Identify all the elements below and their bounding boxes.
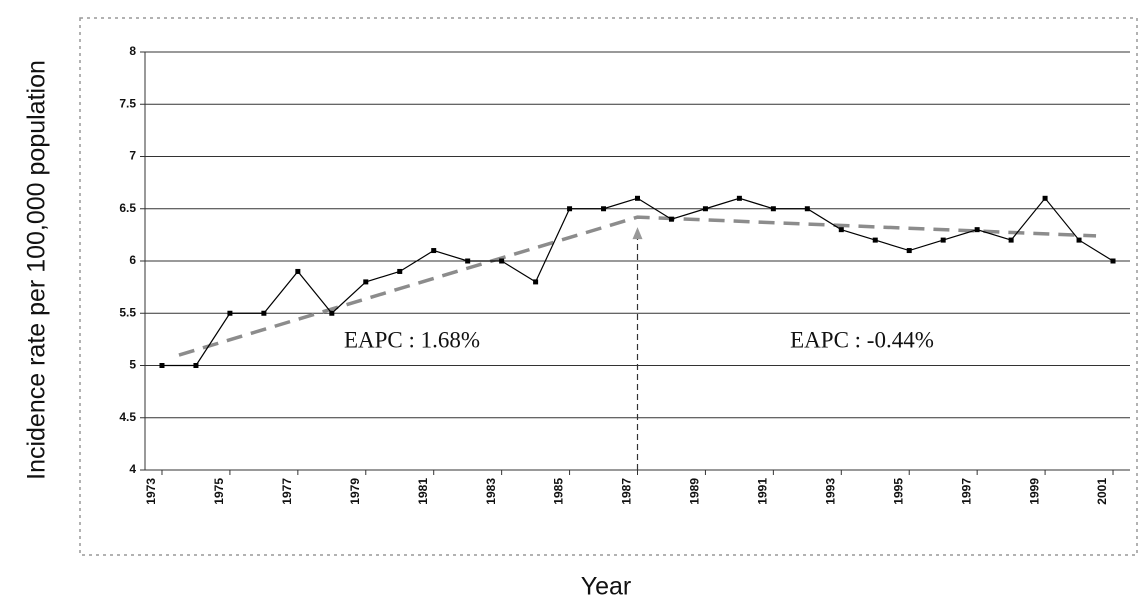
x-axis-title: Year — [581, 573, 632, 601]
point — [329, 310, 335, 316]
x-tick-label: 1997 — [959, 478, 973, 505]
y-axis-title: Incidence rate per 100,000 population — [23, 60, 51, 480]
x-tick-label: 2001 — [1095, 478, 1109, 505]
point — [227, 310, 233, 316]
point — [1110, 258, 1116, 264]
point — [940, 237, 946, 243]
y-tick-label: 7 — [129, 149, 136, 163]
y-tick-label: 7.5 — [119, 96, 136, 110]
x-tick-label: 1977 — [280, 478, 294, 505]
y-tick-label: 8 — [129, 44, 136, 58]
point — [702, 206, 708, 212]
x-tick-label: 1999 — [1027, 478, 1041, 505]
point — [295, 268, 301, 274]
point — [533, 279, 539, 285]
point — [363, 279, 369, 285]
series-line — [161, 197, 1114, 367]
point — [567, 206, 573, 212]
y-tick-label: 5.5 — [119, 305, 136, 319]
annotation: EAPC : 1.68% — [344, 327, 480, 352]
point — [736, 195, 742, 201]
point — [159, 363, 165, 368]
x-tick-label: 1975 — [212, 478, 226, 505]
x-tick-label: 1983 — [484, 478, 498, 505]
trend-line — [178, 215, 1097, 357]
point — [499, 258, 505, 264]
annotation: EAPC : -0.44% — [790, 327, 934, 352]
x-tick-label: 1985 — [552, 478, 566, 505]
x-tick-label: 1981 — [416, 478, 430, 505]
point — [397, 268, 403, 274]
x-tick-label: 1993 — [823, 478, 837, 505]
point — [1042, 195, 1048, 201]
point — [872, 237, 878, 243]
y-tick-label: 6 — [129, 253, 136, 267]
point — [1008, 237, 1014, 243]
point — [804, 206, 810, 212]
point — [635, 195, 640, 201]
point — [431, 248, 437, 254]
point — [1076, 237, 1082, 243]
y-tick-label: 4.5 — [119, 410, 136, 424]
x-tick-label: 1989 — [688, 478, 702, 505]
point — [906, 248, 912, 254]
x-tick-label: 1995 — [891, 478, 905, 505]
point — [974, 227, 980, 233]
point — [668, 216, 674, 222]
breakpoint-arrowhead — [632, 227, 643, 240]
point — [193, 363, 199, 368]
point — [770, 206, 776, 212]
x-tick-label: 1991 — [756, 478, 770, 505]
point — [601, 206, 607, 212]
point — [838, 227, 844, 233]
y-tick-label: 5 — [129, 358, 136, 372]
x-tick-label: 1973 — [144, 478, 158, 505]
y-tick-label: 4 — [129, 462, 136, 476]
point — [261, 310, 267, 316]
y-tick-label: 6.5 — [119, 201, 136, 215]
x-tick-label: 1987 — [620, 478, 634, 505]
x-tick-label: 1979 — [348, 478, 362, 505]
frame — [79, 17, 1138, 556]
point — [465, 258, 471, 264]
